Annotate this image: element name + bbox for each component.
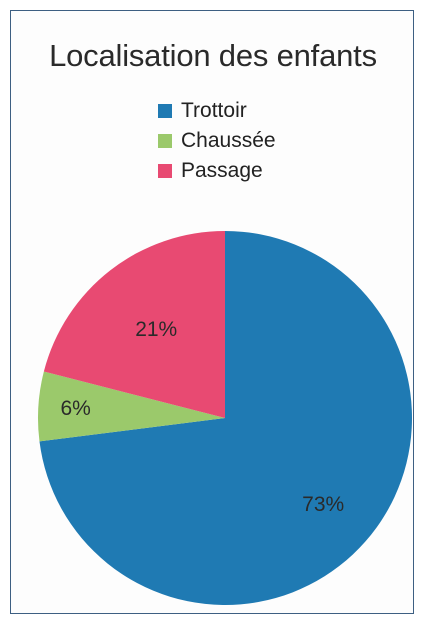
pie-slice-label-1: 6% [61,397,91,420]
pie-slice-0 [39,231,412,605]
legend-swatch-chaussee [158,134,172,148]
legend-item-passage: Passage [158,156,276,186]
legend-label-trottoir: Trottoir [181,99,247,122]
legend-item-trottoir: Trottoir [158,96,276,126]
legend-swatch-passage [158,164,172,178]
pie-slice-label-0: 73% [302,493,344,516]
chart-legend: Trottoir Chaussée Passage [158,96,276,186]
legend-label-passage: Passage [181,159,263,182]
legend-item-chaussee: Chaussée [158,126,276,156]
chart-title: Localisation des enfants [49,38,377,73]
pie-labels: 73% 6% 21% [61,318,345,516]
pie-slices [38,231,412,605]
pie-slice-label-2: 21% [135,318,177,341]
legend-swatch-trottoir [158,104,172,118]
legend-label-chaussee: Chaussée [181,129,276,152]
pie-slice-2 [43,231,225,418]
pie-slice-1 [38,371,226,442]
